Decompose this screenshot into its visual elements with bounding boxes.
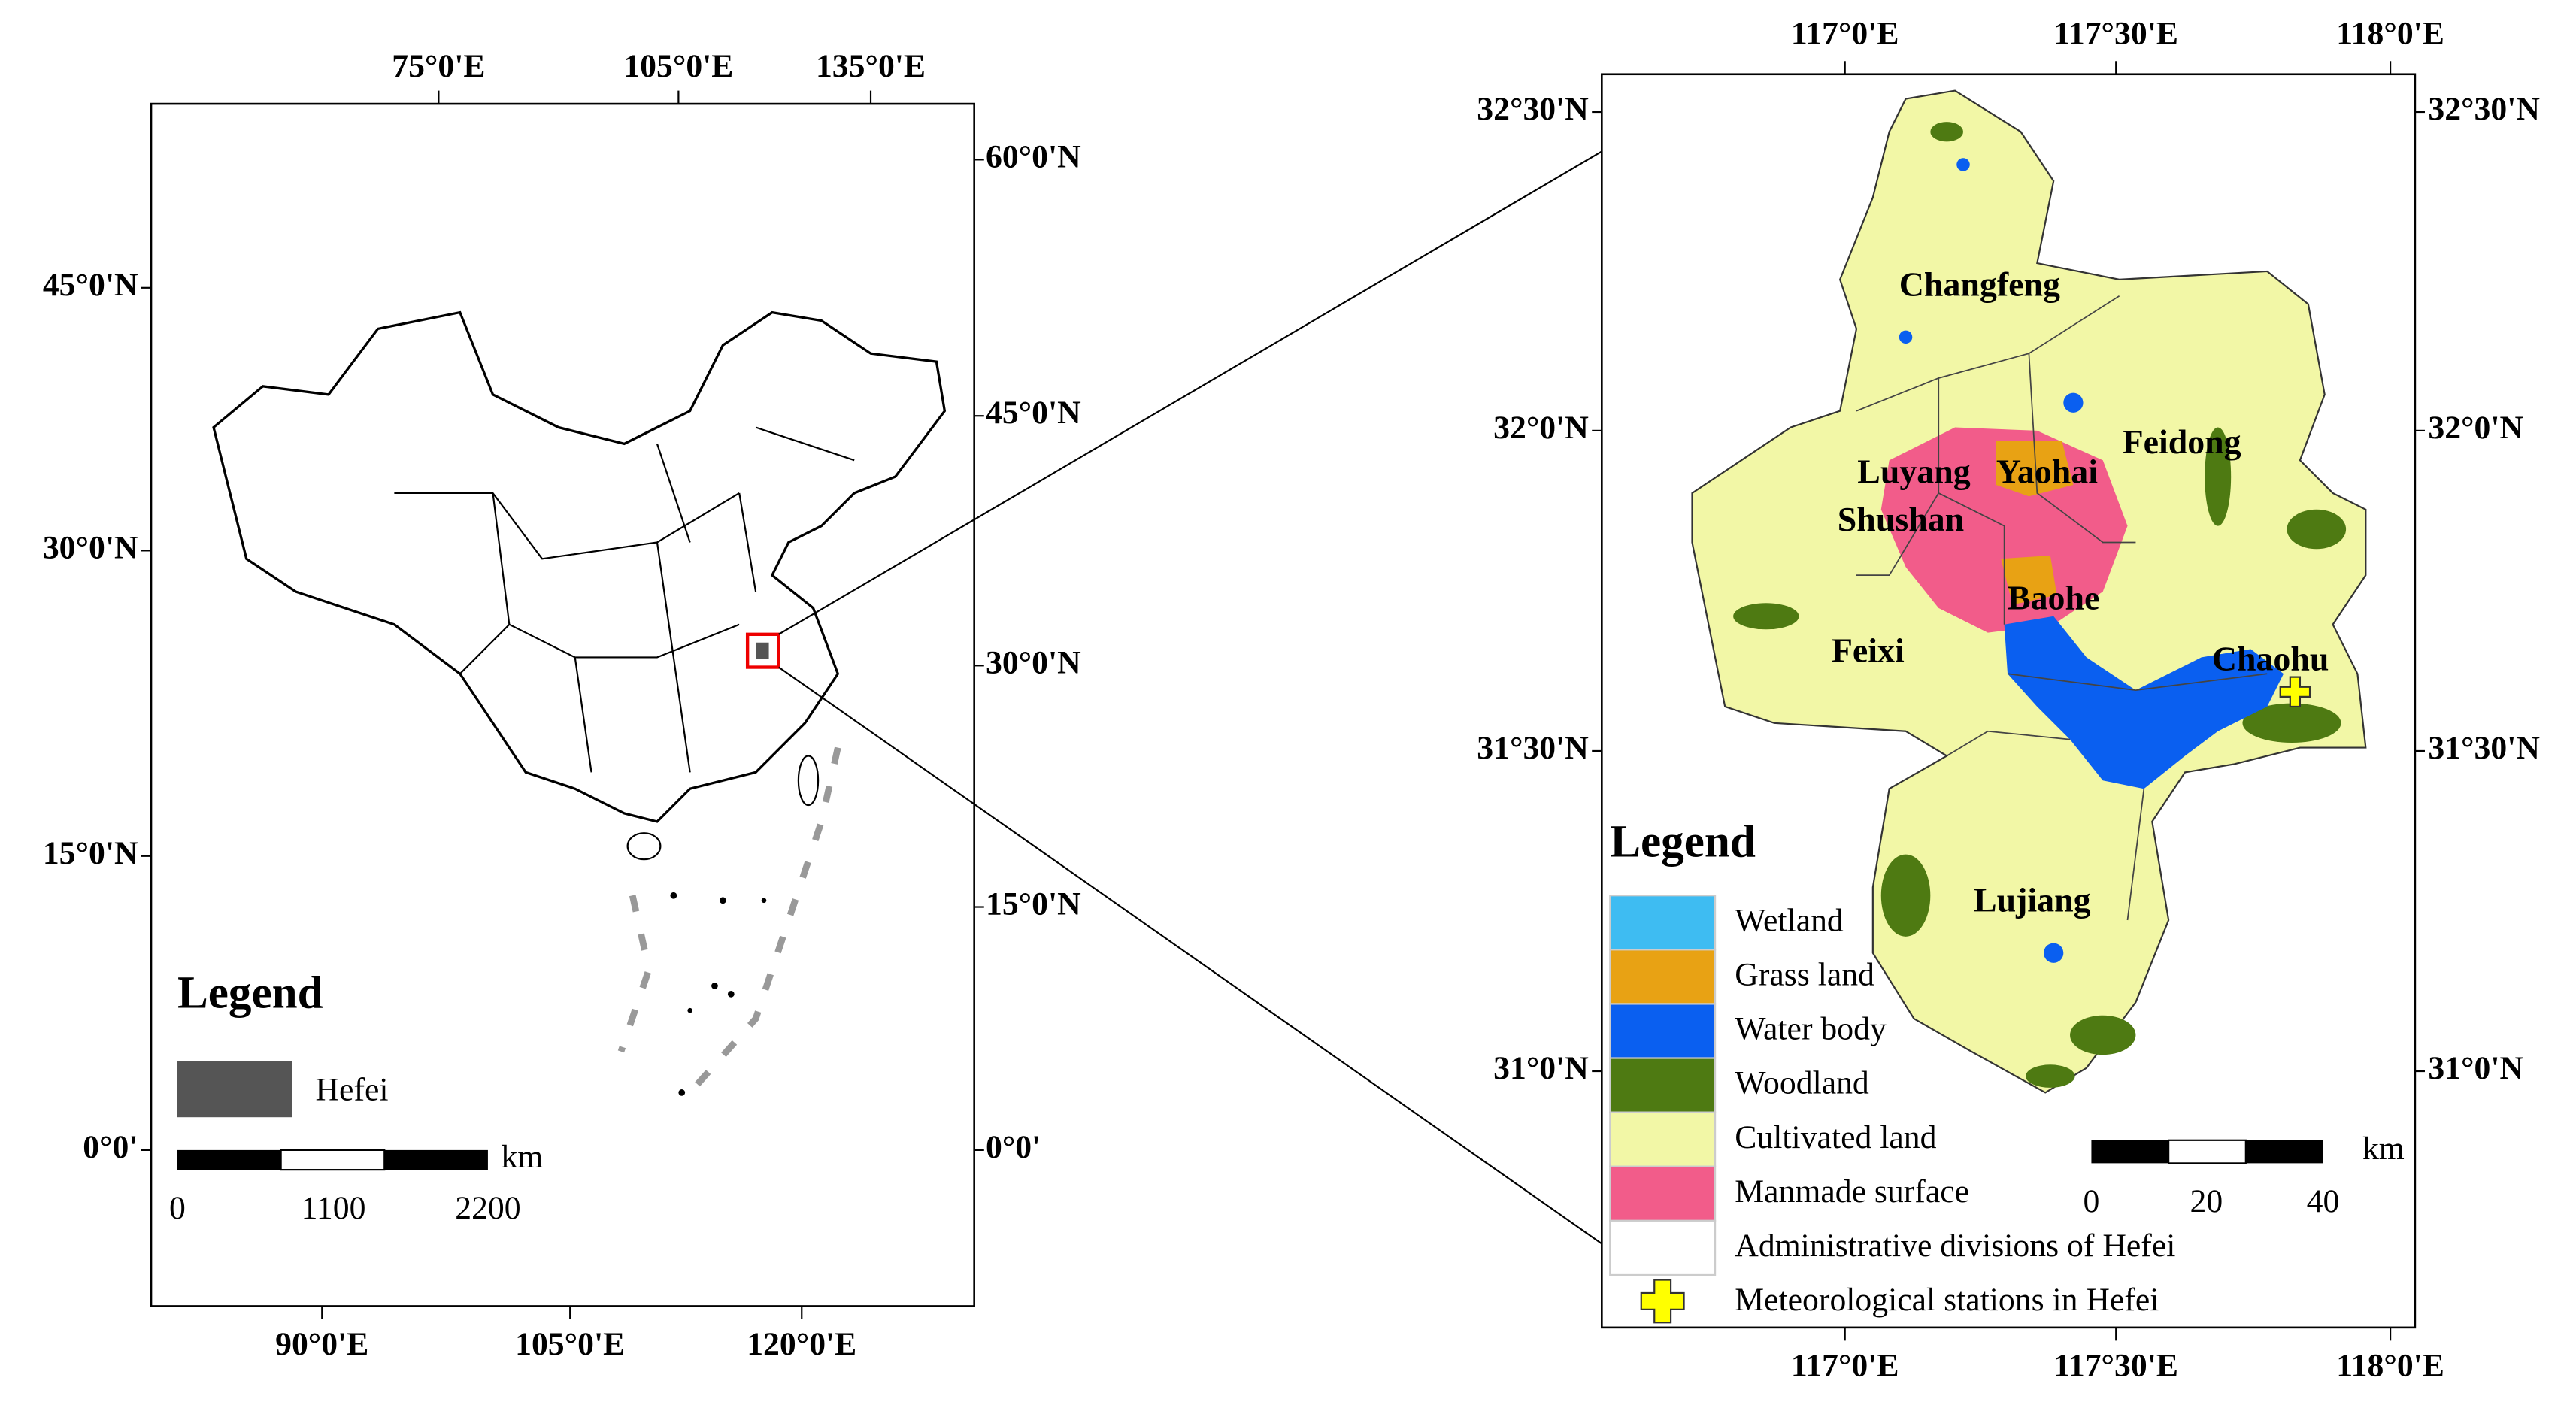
legend-swatch [1609, 949, 1717, 1005]
hefei-location [756, 642, 769, 659]
grass-area [1996, 441, 2074, 497]
scale-label: 0 [169, 1190, 186, 1226]
chaohu-lake [2004, 616, 2284, 789]
lon-label: 118°0'E [2336, 1348, 2444, 1384]
lat-label: 31°0'N [2428, 1050, 2523, 1086]
legend-label: Manmade surface [1735, 1173, 1969, 1210]
place-label: Feidong [2123, 422, 2241, 461]
legend-swatch [177, 1061, 292, 1118]
place-label: Yaohai [1996, 452, 2098, 490]
legend-label: Hefei [316, 1071, 389, 1107]
scale-label: 1100 [302, 1190, 366, 1226]
connector-line [778, 666, 1602, 1245]
lat-label: 31°30'N [1477, 730, 1589, 766]
place-label: Baohe [2008, 579, 2099, 617]
lat-label: 32°0'N [2428, 410, 2523, 446]
lat-label: 15°0'N [986, 886, 1081, 922]
place-label: Feixi [1832, 631, 1905, 670]
legend-label: Meteorological stations in Hefei [1735, 1282, 2159, 1318]
lat-label: 60°0'N [986, 138, 1081, 174]
legend-label: Cultivated land [1735, 1119, 1936, 1155]
district-borders [1856, 295, 2268, 921]
lon-label: 120°0'E [747, 1326, 856, 1362]
lat-label: 31°0'N [1493, 1050, 1589, 1086]
legend-label: Administrative divisions of Hefei [1735, 1228, 2175, 1264]
legend-label: Water body [1735, 1011, 1887, 1047]
lat-label: 32°0'N [1493, 410, 1589, 446]
station-marker [2279, 676, 2311, 708]
lat-label: 32°30'N [2428, 91, 2540, 127]
place-label: Shushan [1838, 500, 1964, 538]
legend-swatch [1609, 1057, 1717, 1113]
legend-swatch [1609, 895, 1717, 951]
scale-label: 0 [2084, 1183, 2100, 1219]
woodland-patches [1733, 122, 2347, 1088]
hainan [626, 832, 662, 861]
lat-label: 30°0'N [43, 529, 138, 565]
lon-label: 117°30'E [2053, 1348, 2178, 1384]
lon-label: 117°0'E [1791, 1348, 1899, 1384]
lon-label: 90°0'E [275, 1326, 368, 1362]
lon-label: 75°0'E [392, 48, 485, 84]
lon-label: 105°0'E [515, 1326, 625, 1362]
lat-label: 0°0' [83, 1129, 138, 1165]
lat-label: 32°30'N [1477, 91, 1589, 127]
legend-label: Woodland [1735, 1065, 1869, 1101]
place-label: Luyang [1857, 452, 1971, 490]
legend-label: Grass land [1735, 957, 1874, 993]
lon-label: 117°30'E [2053, 16, 2178, 52]
legend-label: Wetland [1735, 902, 1844, 938]
nine-dash-line [617, 746, 841, 1095]
lon-label: 105°0'E [623, 48, 733, 84]
grass-area [2001, 555, 2057, 605]
scale-unit: km [501, 1139, 543, 1175]
lat-label: 45°0'N [986, 395, 1081, 431]
lon-label: 135°0'E [816, 48, 926, 84]
place-label: Lujiang [1974, 881, 2091, 919]
scale-unit: km [2362, 1131, 2405, 1167]
lat-label: 0°0' [986, 1129, 1041, 1165]
scale-bars [177, 1139, 2323, 1171]
islands [670, 892, 767, 1096]
lat-label: 15°0'N [43, 835, 138, 871]
connector-line [778, 150, 1602, 635]
place-label: Changfeng [1899, 265, 2060, 303]
scale-label: 20 [2190, 1183, 2223, 1219]
labels: 75°0'E 105°0'E 135°0'E 90°0'E 105°0'E 120°0'E… [43, 16, 2540, 1384]
legend-swatch [1609, 1165, 1717, 1222]
ponds [1899, 158, 2084, 963]
legend-swatch [1609, 1111, 1717, 1167]
lon-label: 117°0'E [1791, 16, 1899, 52]
lat-label: 45°0'N [43, 267, 138, 303]
taiwan [797, 755, 820, 807]
legend-swatch [1609, 1219, 1717, 1276]
legend-swatch [1609, 1003, 1717, 1059]
legend-title: Legend [177, 967, 323, 1019]
china-outline [212, 310, 947, 823]
place-label: Chaohu [2212, 639, 2329, 677]
hefei-box [745, 632, 780, 669]
lon-label: 118°0'E [2336, 16, 2444, 52]
legend-title: Legend [1610, 816, 1756, 868]
province-borders [394, 426, 855, 773]
lat-label: 31°30'N [2428, 730, 2540, 766]
scale-label: 2200 [455, 1190, 520, 1226]
legend-swatch [1640, 1279, 1685, 1324]
scale-label: 40 [2307, 1183, 2340, 1219]
lat-label: 30°0'N [986, 644, 1081, 680]
left-frame [150, 102, 975, 1307]
